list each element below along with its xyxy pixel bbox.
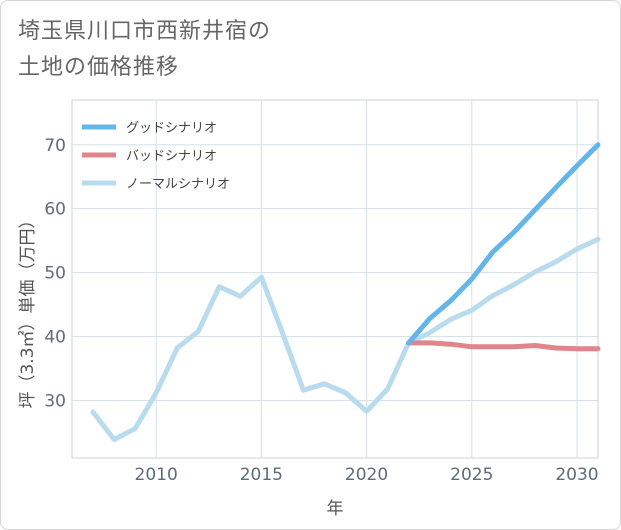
series-line-1	[406, 340, 601, 352]
chart-title-line-1: 埼玉県川口市西新井宿の	[18, 19, 272, 44]
y-tick-40: 40	[44, 328, 66, 348]
x-tick-2025: 2025	[450, 465, 493, 485]
y-tick-60: 60	[44, 200, 66, 220]
x-tick-2020: 2020	[345, 465, 388, 485]
legend-label-1: バッドシナリオ	[126, 149, 217, 164]
y-tick-50: 50	[44, 264, 66, 284]
series-line-2	[90, 236, 601, 442]
x-tick-2015: 2015	[240, 465, 283, 485]
x-tick-2010: 2010	[135, 465, 178, 485]
y-tick-labels: 30 40 50 60 70	[44, 136, 66, 412]
plot-area	[71, 99, 599, 459]
chart-title: 埼玉県川口市西新井宿の 土地の価格推移	[18, 14, 271, 86]
series-layer	[90, 142, 601, 442]
y-tick-30: 30	[44, 391, 66, 411]
legend-label-0: グッドシナリオ	[126, 121, 217, 136]
y-axis-title: 坪（3.3㎡）単価（万円）	[18, 211, 38, 408]
x-tick-labels: 2010 2015 2020 2025 2030	[135, 465, 599, 485]
series-line-0	[406, 142, 601, 346]
x-axis-title: 年	[327, 499, 344, 519]
x-tick-2030: 2030	[555, 465, 598, 485]
chart-title-line-2: 土地の価格推移	[18, 55, 180, 80]
legend-label-2: ノーマルシナリオ	[126, 177, 230, 192]
y-tick-70: 70	[44, 136, 66, 156]
